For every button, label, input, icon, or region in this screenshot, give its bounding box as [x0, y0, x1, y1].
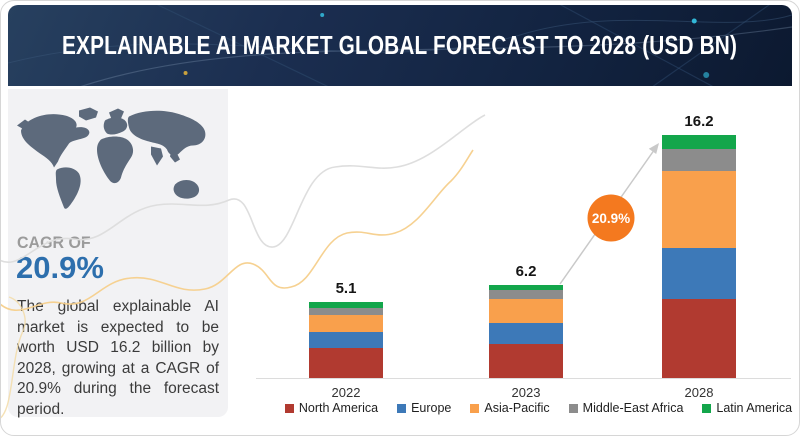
x-axis-label-2022: 2022	[331, 385, 361, 400]
segment-latin-america-2023	[489, 285, 563, 290]
legend-label-latin-america: Latin America	[716, 401, 793, 415]
legend-item-europe: Europe	[397, 401, 451, 415]
chart-area: 5.1 6.2 16.2 2022 2023 2028 20.9% North Amer…	[228, 89, 793, 429]
header-network-graphic	[8, 5, 792, 86]
segment-asia-pacific-2023	[489, 298, 563, 323]
segment-europe-2028	[662, 247, 736, 299]
legend-item-latin-america: Latin America	[702, 401, 792, 415]
legend-item-middle-east-africa: Middle-East Africa	[568, 401, 684, 415]
bar-total-label-2022: 5.1	[335, 279, 357, 297]
segment-latin-america-2028	[662, 135, 736, 149]
segment-north-america-2028	[662, 298, 736, 378]
x-axis-line	[256, 378, 791, 379]
sidebar: CAGR OF 20.9% The global explainable AI …	[8, 89, 228, 418]
legend-label-middle-east-africa: Middle-East Africa	[582, 401, 684, 415]
legend-marker-middle-east-africa	[568, 403, 578, 413]
segment-north-america-2023	[489, 343, 563, 378]
legend-label-europe: Europe	[411, 401, 452, 415]
bar-total-label-2028: 16.2	[684, 113, 714, 130]
segment-middle-east-africa-2023	[489, 289, 563, 299]
growth-bubble-label: 20.9%	[592, 211, 630, 226]
legend-item-north-america: North America	[284, 401, 379, 415]
segment-middle-east-africa-2022	[309, 307, 383, 315]
bar-total-label-2023: 6.2	[515, 263, 537, 280]
segment-middle-east-africa-2028	[662, 148, 736, 171]
legend-marker-north-america	[284, 403, 294, 413]
x-axis-label-2028: 2028	[684, 385, 714, 400]
page-title: EXPLAINABLE AI MARKET GLOBAL FORECAST TO…	[62, 29, 738, 60]
header-banner: EXPLAINABLE AI MARKET GLOBAL FORECAST TO…	[8, 5, 792, 86]
market-description: The global explainable AI market is expe…	[17, 298, 219, 419]
growth-bubble: 20.9%	[587, 194, 635, 242]
legend-marker-asia-pacific	[470, 403, 480, 413]
segment-asia-pacific-2028	[662, 171, 736, 248]
legend-marker-latin-america	[702, 403, 712, 413]
segment-north-america-2022	[309, 348, 383, 378]
segment-europe-2023	[489, 322, 563, 344]
chart-legend: North America Europe Asia-Pacific Middle-Ea…	[284, 401, 793, 415]
growth-arrow-line	[559, 145, 658, 285]
x-axis-label-2023: 2023	[511, 385, 541, 400]
legend-marker-europe	[397, 403, 407, 413]
growth-arrow-head	[648, 143, 659, 154]
world-map	[17, 107, 206, 209]
segment-europe-2022	[309, 331, 383, 348]
legend-item-asia-pacific: Asia-Pacific	[470, 401, 550, 415]
bar-2028: 16.2	[662, 113, 736, 378]
legend-label-asia-pacific: Asia-Pacific	[484, 401, 550, 415]
segment-asia-pacific-2022	[309, 315, 383, 332]
bar-2023: 6.2	[489, 263, 563, 378]
bar-2022: 5.1	[309, 279, 383, 378]
legend-label-north-america: North America	[298, 401, 379, 415]
cagr-value: 20.9%	[16, 250, 104, 285]
